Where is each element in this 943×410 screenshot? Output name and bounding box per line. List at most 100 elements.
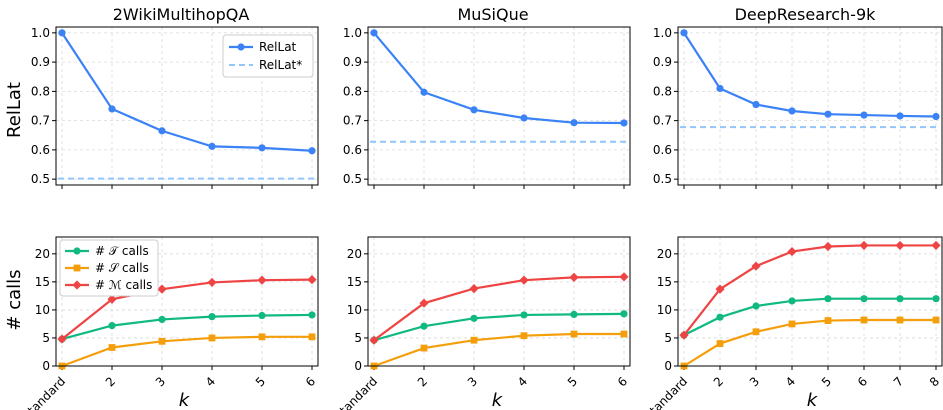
calls-series-t-line: [61, 313, 313, 341]
calls-series-t-point: [158, 315, 166, 324]
calls-series-m-point: [519, 275, 529, 285]
y-tick-label: 15: [347, 275, 362, 289]
axes-frame: [677, 236, 943, 367]
calls-series-t-point: [716, 313, 724, 321]
y-tick-label: 20: [347, 247, 362, 261]
panel-calls-deepresearch-9k: 0 5 10 15 20 Standard 2 3 4 5 6 7 8: [642, 236, 943, 410]
rellat-point: [158, 127, 166, 135]
panel-calls-musique: 0 5 10 15 20 Standard 2 3 4 5 6: [332, 236, 631, 410]
calls-series-m-point: [157, 284, 167, 294]
calls-series-s-point: [620, 330, 628, 338]
calls-series-s-point: [788, 320, 796, 328]
y-tick-label: 0.6: [653, 143, 672, 157]
calls-series-s-point: [158, 337, 166, 345]
calls-series-m-line: [683, 244, 936, 336]
rellat-point: [208, 142, 216, 150]
y-tick-label: 0.5: [31, 172, 50, 186]
calls-series-m-point: [257, 275, 267, 285]
calls-series-s-point: [570, 330, 578, 338]
calls-series-s-point: [860, 316, 868, 324]
y-tick-label: 0: [42, 359, 50, 373]
calls-series-m-point: [469, 284, 479, 294]
legend-calls-marker: [73, 247, 81, 255]
y-tick-label: 0.9: [653, 55, 672, 69]
calls-series-s-point: [896, 316, 904, 324]
rellat-point: [420, 88, 428, 96]
y-axis-label-rellat: RelLat: [4, 82, 25, 138]
calls-series-s-line: [61, 335, 312, 368]
y-tick-label: 10: [35, 303, 50, 317]
calls-series-t-point: [752, 302, 760, 310]
x-tick-label: 3: [465, 374, 480, 389]
y-tick-label: 5: [664, 331, 672, 345]
y-tick-label: 20: [35, 247, 50, 261]
x-tick-label: 2: [711, 374, 726, 389]
y-tick-label: 0.5: [343, 172, 362, 186]
x-tick-label: 2: [103, 374, 118, 389]
calls-series-m-point: [751, 261, 761, 271]
calls-series-s-point: [932, 316, 940, 324]
rellat-point: [58, 29, 66, 37]
legend-rellat-star-label: RelLat*: [259, 58, 302, 72]
rellat-point: [570, 119, 578, 127]
rellat-point: [620, 119, 628, 127]
calls-series-m-point: [57, 334, 67, 344]
calls-series-s-point: [470, 336, 478, 344]
y-tick-label: 0: [354, 359, 362, 373]
y-tick-label: 5: [42, 331, 50, 345]
calls-series-t-point: [896, 295, 904, 303]
calls-series-t-point: [520, 311, 528, 319]
panel-title-deepresearch-9k: DeepResearch-9k: [735, 5, 877, 24]
calls-series-m-point: [715, 284, 725, 294]
calls-series-m-point: [823, 241, 833, 252]
x-tick-label: 2: [415, 374, 430, 389]
axes-frame: [677, 26, 943, 186]
panel-rellat-musique: 0.5 0.6 0.7 0.8 0.9 1.0: [343, 26, 631, 189]
calls-series-s-line: [373, 332, 624, 368]
calls-series-t-point: [208, 313, 216, 321]
rellat-point: [108, 105, 116, 113]
legend-rellat-marker: [237, 43, 245, 51]
x-tick-label: 6: [615, 374, 630, 389]
legend: # 𝒯 calls # 𝒮 calls # ℳ calls: [59, 239, 159, 297]
y-tick-label: 0.8: [343, 84, 362, 98]
calls-series-t-point: [108, 322, 116, 330]
y-tick-label: 15: [35, 275, 50, 289]
calls-series-s-point: [716, 340, 724, 347]
calls-series-t-point: [860, 295, 868, 303]
x-tick-label: 3: [747, 374, 762, 389]
y-tick-label: 0.8: [31, 84, 50, 98]
legend: RelLat RelLat*: [222, 34, 314, 78]
y-tick-label: 0.7: [343, 114, 362, 128]
rellat-point: [788, 107, 796, 115]
legend-calls-label: # ℳ calls: [95, 278, 152, 292]
rellat-point: [932, 112, 940, 121]
y-tick-label: 1.0: [653, 26, 672, 40]
y-tick-label: 0.8: [653, 84, 672, 98]
y-tick-label: 15: [657, 275, 672, 289]
calls-series-t-point: [932, 295, 940, 303]
axes-frame: [367, 236, 631, 367]
x-tick-label: Standard: [332, 374, 381, 410]
calls-series-s-point: [824, 317, 832, 324]
y-tick-label: 0.7: [31, 114, 50, 128]
calls-series-s-point: [420, 344, 428, 352]
calls-series-m-point: [419, 298, 429, 308]
y-tick-label: 20: [657, 247, 672, 261]
calls-series-t-line: [373, 312, 625, 342]
calls-series-t-line: [683, 297, 936, 337]
calls-series-m-point: [679, 330, 689, 340]
panel-rellat-deepresearch-9k: 0.5 0.6 0.7 0.8 0.9 1.0: [653, 26, 943, 189]
calls-series-s-point: [108, 344, 116, 351]
calls-series-t-point: [788, 297, 796, 305]
rellat-point: [520, 114, 528, 122]
x-tick-label: 3: [153, 374, 168, 389]
legend-box: [59, 239, 159, 297]
y-tick-label: 0.9: [343, 55, 362, 69]
x-tick-label: 6: [303, 374, 318, 389]
calls-series-s-point: [752, 328, 760, 336]
calls-series-t-point: [420, 322, 428, 330]
axes-frame: [367, 26, 631, 186]
